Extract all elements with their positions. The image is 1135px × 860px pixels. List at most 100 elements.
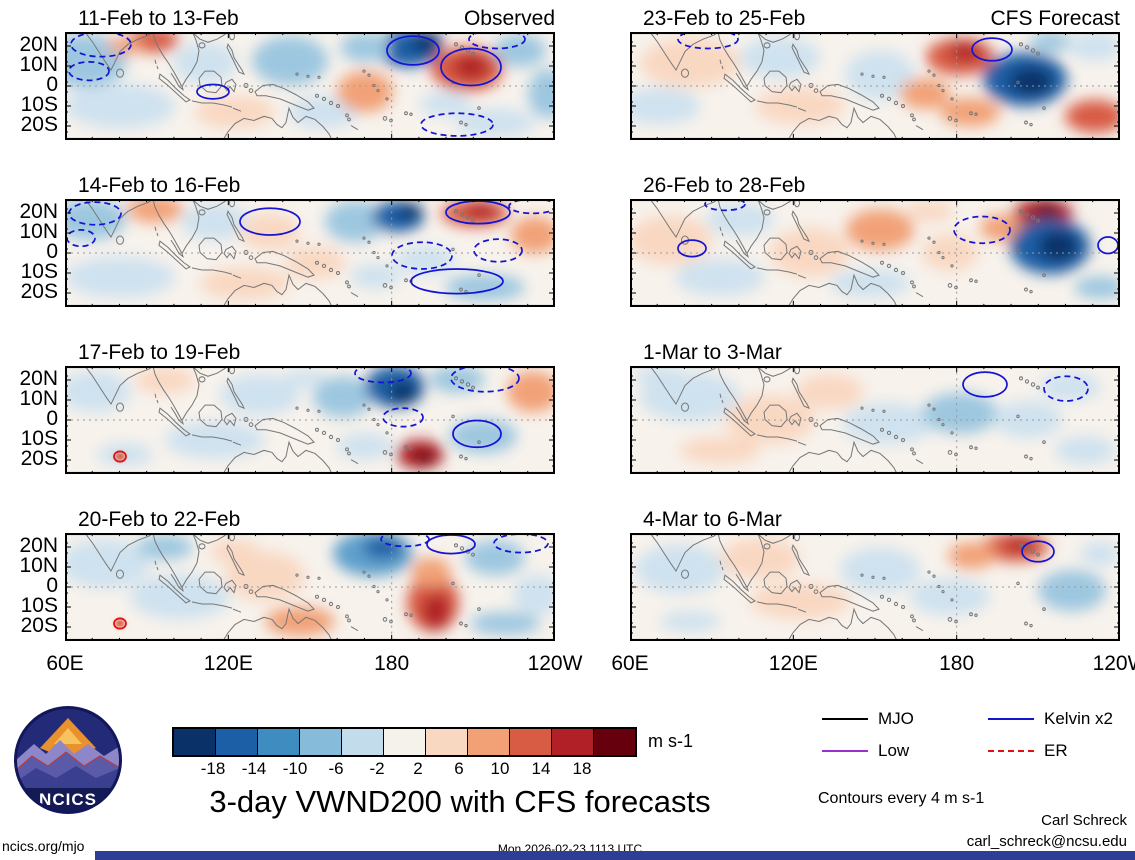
y-axis-label: 20S: [20, 447, 58, 470]
legend-line-sample: [822, 718, 868, 720]
x-axis-label: 60E: [46, 652, 84, 675]
colorbar-segment: [467, 729, 509, 755]
panel-corner-label: Observed: [463, 7, 555, 30]
colorbar-segment: [383, 729, 425, 755]
ncics-logo: NCICS: [12, 704, 124, 816]
map-panel: 14-Feb to 16-Feb: [65, 173, 555, 307]
vwnd-anomaly-map: [65, 366, 555, 474]
y-axis-label: 20N: [19, 32, 58, 56]
colorbar-tick-label: 18: [572, 759, 592, 778]
colorbar-segment: [425, 729, 467, 755]
colorbar-segment: [257, 729, 299, 755]
map-panel-frame: [630, 199, 1120, 307]
x-axis-label: 180: [374, 652, 410, 675]
colorbar-units-label: m s-1: [648, 731, 693, 751]
map-panel: 17-Feb to 19-Feb: [65, 340, 555, 474]
x-axis-label: 120W: [1092, 652, 1135, 675]
panel-date-title: 23-Feb to 25-Feb: [643, 7, 806, 30]
y-axis-label: 20N: [19, 366, 58, 390]
y-axis-label: 10N: [19, 220, 58, 243]
credit-name: Carl Schreck: [1041, 812, 1127, 829]
colorbar-tick-label: -18: [200, 759, 226, 778]
map-panel: 4-Mar to 6-Mar: [630, 507, 1120, 641]
legend-label: ER: [1044, 741, 1068, 760]
colorbar-segment: [174, 729, 215, 755]
y-axis-label: 20S: [20, 614, 58, 637]
y-axis-label: 10S: [20, 426, 58, 450]
map-panel-frame: [630, 533, 1120, 641]
legend-item: Low: [822, 741, 910, 760]
figure-title: 3-day VWND200 with CFS forecasts: [209, 784, 711, 819]
vwnd-anomaly-map: [630, 199, 1120, 307]
y-axis-label: 0: [46, 574, 58, 597]
panel-date-title: 11-Feb to 13-Feb: [78, 7, 239, 30]
footer-bar: [95, 851, 1135, 860]
map-panel-frame: [630, 32, 1120, 140]
legend-item: ER: [988, 741, 1068, 760]
contour-interval-note: Contours every 4 m s-1: [818, 790, 985, 807]
vwnd-anomaly-map: [630, 32, 1120, 140]
vwnd-anomaly-map: [630, 533, 1120, 641]
site-link-text: ncics.org/mjo: [2, 838, 85, 854]
y-axis-label: 10S: [20, 259, 58, 283]
map-panel-frame: [65, 32, 555, 140]
colorbar-segment: [215, 729, 257, 755]
colorbar-tick-label: 6: [454, 759, 464, 778]
vwnd-anomaly-map: [65, 533, 555, 641]
legend-line-sample: [988, 718, 1034, 720]
map-panel-frame: [630, 366, 1120, 474]
y-axis-label: 0: [46, 407, 58, 430]
legend-label: MJO: [878, 709, 914, 728]
panel-date-title: 1-Mar to 3-Mar: [643, 341, 782, 364]
y-axis-label: 10S: [20, 92, 58, 116]
vwnd-anomaly-map: [630, 366, 1120, 474]
panel-date-title: 20-Feb to 22-Feb: [78, 508, 241, 531]
y-axis-label: 20N: [19, 533, 58, 557]
ncics-logo-graphic: NCICS: [14, 706, 122, 814]
colorbar-segment: [593, 729, 635, 755]
vwnd-anomaly-map: [65, 32, 555, 140]
colorbar-tick-label: 2: [413, 759, 423, 778]
y-axis-label: 20S: [20, 280, 58, 303]
y-axis-label: 0: [46, 73, 58, 96]
colorbar-segment: [341, 729, 383, 755]
colorbar-segment: [299, 729, 341, 755]
panel-date-title: 4-Mar to 6-Mar: [643, 508, 782, 531]
map-panel-frame: [65, 366, 555, 474]
credit-email: carl_schreck@ncsu.edu: [966, 833, 1127, 850]
legend-label: Low: [878, 741, 910, 760]
y-axis-label: 20N: [19, 199, 58, 223]
colorbar: [172, 727, 637, 757]
panel-date-title: 17-Feb to 19-Feb: [78, 341, 241, 364]
map-panel: 1-Mar to 3-Mar: [630, 340, 1120, 474]
x-axis-label: 120E: [768, 652, 818, 675]
svg-text:NCICS: NCICS: [39, 790, 97, 809]
legend-line-sample: [988, 750, 1034, 752]
map-panel-frame: [65, 199, 555, 307]
legend-item: Kelvin x2: [988, 709, 1113, 728]
colorbar-tick-label: -14: [241, 759, 267, 778]
legend-item: MJO: [822, 709, 914, 728]
legend-line-sample: [822, 750, 868, 752]
panel-date-title: 14-Feb to 16-Feb: [78, 174, 241, 197]
colorbar-tick-label: -10: [282, 759, 308, 778]
colorbar-tick-label: 14: [531, 759, 551, 778]
map-panel: 11-Feb to 13-Feb Observed: [65, 6, 555, 140]
panel-date-title: 26-Feb to 28-Feb: [643, 174, 806, 197]
y-axis-label: 10S: [20, 593, 58, 617]
x-axis-label: 60E: [611, 652, 649, 675]
colorbar-tick-label: -2: [369, 759, 385, 778]
y-axis-label: 10N: [19, 387, 58, 410]
colorbar-segment: [509, 729, 551, 755]
colorbar-tick-label: 10: [490, 759, 510, 778]
map-panel: 26-Feb to 28-Feb: [630, 173, 1120, 307]
vwnd-anomaly-map: [65, 199, 555, 307]
panel-corner-label: CFS Forecast: [990, 7, 1120, 30]
x-axis-label: 120W: [527, 652, 583, 675]
map-panel: 20-Feb to 22-Feb: [65, 507, 555, 641]
x-axis-label: 120E: [203, 652, 253, 675]
legend-label: Kelvin x2: [1044, 709, 1113, 728]
x-axis-label: 180: [939, 652, 975, 675]
map-panel-frame: [65, 533, 555, 641]
